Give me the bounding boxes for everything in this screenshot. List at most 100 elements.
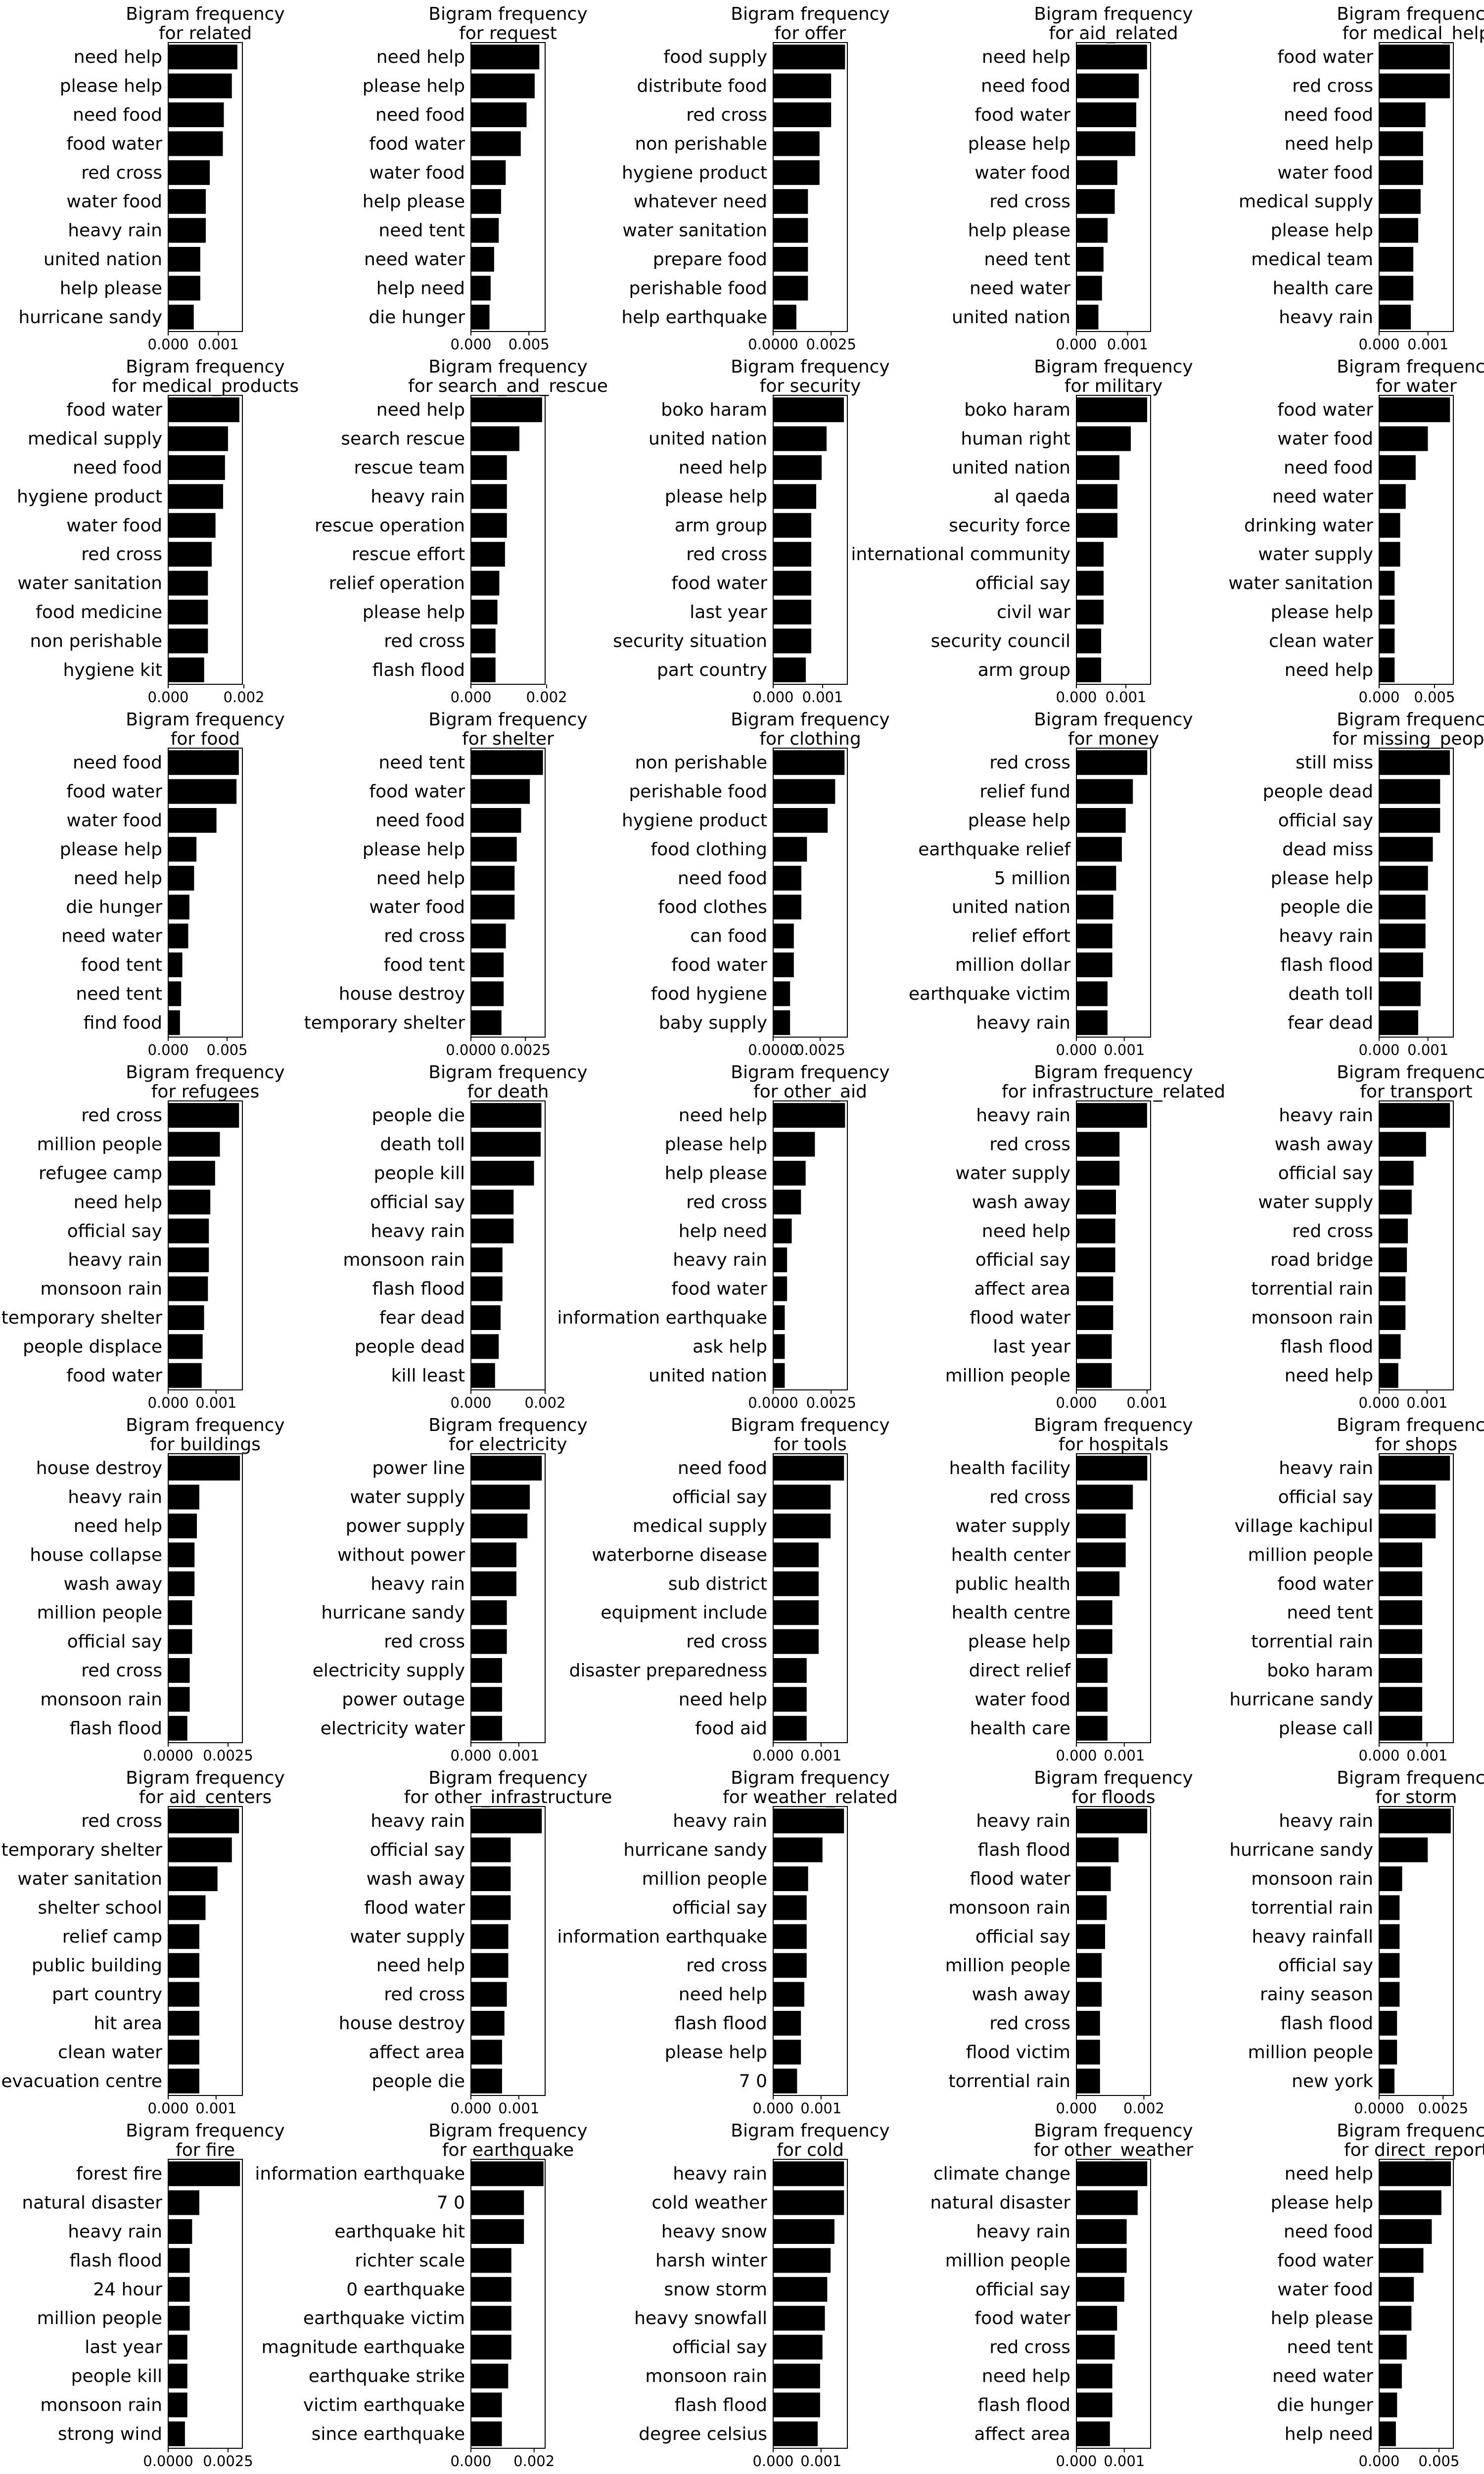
x-tick-label: 0.001	[498, 1747, 539, 1764]
category-label: help please	[60, 278, 162, 298]
category-label: need help	[376, 868, 465, 889]
chart-title-line: for weather_related	[723, 1787, 898, 1808]
chart-title-line: Bigram frequency	[126, 357, 285, 377]
bar	[1076, 2392, 1113, 2418]
category-label: shelter school	[38, 1898, 162, 1918]
bar	[168, 247, 200, 272]
category-label: new york	[1292, 2071, 1373, 2092]
chart-title: Bigram frequency for other_aid	[731, 1062, 890, 1102]
chart-title-line: Bigram frequency	[428, 710, 588, 730]
bar	[1076, 542, 1104, 567]
bar	[1379, 1334, 1401, 1359]
bar	[1379, 2190, 1441, 2215]
category-label: official say	[975, 2280, 1070, 2300]
x-tick-label: 0.000	[1056, 2100, 1097, 2117]
bar	[1379, 808, 1440, 833]
bar	[471, 1715, 502, 1741]
bar	[1076, 1658, 1108, 1683]
category-label: house destroy	[339, 984, 465, 1004]
category-label: earthquake strike	[309, 2366, 465, 2386]
category-label: million people	[945, 1366, 1070, 1386]
bar	[1379, 1629, 1423, 1654]
category-label: without power	[337, 1545, 465, 1565]
chart-title-line: for military	[1065, 376, 1162, 396]
category-label: need help	[679, 458, 767, 478]
x-tick-label: 0.0025	[806, 1394, 856, 1411]
category-label: perishable food	[629, 278, 767, 298]
chart-panel: Bigram frequency for food need food food wa…	[60, 710, 285, 1058]
bar	[1076, 895, 1113, 920]
category-label: need food	[981, 76, 1070, 96]
bar	[168, 808, 217, 833]
axes-frame	[773, 748, 848, 1038]
axes-frame	[1379, 395, 1454, 685]
chart-panel: Bigram frequency for fire forest fire natur…	[22, 2121, 284, 2470]
bar	[168, 1895, 206, 1920]
chart-title: Bigram frequency for buildings	[126, 1415, 285, 1455]
bar	[1379, 1103, 1450, 1128]
bar	[168, 952, 183, 977]
category-label: official say	[672, 2337, 767, 2358]
category-label: whatever need	[634, 191, 767, 212]
chart-panel: Bigram frequency for earthquake informatio…	[255, 2121, 587, 2470]
chart-title-line: for clothing	[759, 729, 861, 749]
bar	[168, 1687, 190, 1712]
category-label: heavy rain	[1279, 1811, 1373, 1831]
bar	[168, 1982, 199, 2007]
category-label: information earthquake	[557, 1308, 767, 1328]
bar	[1379, 2364, 1402, 2388]
bar	[471, 2334, 511, 2360]
chart-title-line: Bigram frequency	[126, 1062, 285, 1083]
chart-title-line: Bigram frequency	[1337, 710, 1484, 730]
bar	[471, 131, 521, 156]
category-label: find food	[84, 1013, 162, 1033]
category-label: 5 million	[994, 868, 1070, 889]
bar	[773, 426, 827, 451]
chart-title-line: Bigram frequency	[1034, 2121, 1193, 2141]
category-label: flash flood	[372, 660, 465, 680]
x-tick-label: 0.000	[1056, 1747, 1097, 1764]
category-label: water food	[66, 810, 162, 831]
chart-title-line: Bigram frequency	[126, 1415, 285, 1435]
bar	[168, 2011, 199, 2036]
category-label: need help	[1285, 2164, 1373, 2184]
category-label: need tent	[76, 984, 162, 1004]
category-label: monsoon rain	[40, 1279, 162, 1299]
chart-title-line: for food	[171, 729, 240, 749]
category-label: united nation	[44, 249, 162, 270]
category-label: food water	[974, 105, 1070, 125]
category-label: people die	[1280, 897, 1373, 917]
x-tick-label: 0.000	[1358, 1042, 1399, 1058]
category-label: million people	[37, 2308, 162, 2329]
chart-title-line: Bigram frequency	[731, 2121, 890, 2141]
bar	[168, 779, 237, 804]
category-label: dead miss	[1282, 839, 1373, 859]
bar	[773, 1600, 819, 1625]
category-label: house collapse	[30, 1545, 162, 1565]
category-label: million people	[1248, 2042, 1373, 2062]
x-tick-label: 0.000	[752, 1747, 793, 1764]
x-tick-label: 0.000	[450, 689, 491, 706]
bar	[1076, 1161, 1120, 1186]
category-label: million people	[1248, 1545, 1373, 1565]
chart-title: Bigram frequency for food	[126, 710, 285, 749]
chart-title: Bigram frequency for medical_help	[1337, 4, 1484, 44]
bar	[1379, 2068, 1395, 2093]
x-tick-label: 0.001	[195, 2100, 236, 2117]
bar	[168, 2248, 190, 2273]
chart-title-line: Bigram frequency	[1337, 4, 1484, 24]
chart-title: Bigram frequency for military	[1034, 357, 1193, 396]
x-tick-label: 0.000	[1358, 1394, 1399, 1411]
bar	[168, 1456, 240, 1481]
bar	[471, 1953, 509, 1978]
chart-title-line: for other_weather	[1034, 2140, 1194, 2160]
bar	[1379, 2219, 1432, 2244]
bar	[471, 1866, 511, 1891]
bar	[773, 247, 808, 272]
chart-title: Bigram frequency for floods	[1034, 1768, 1193, 1808]
bar	[1076, 1837, 1119, 1862]
category-label: medical supply	[28, 429, 162, 449]
chart-title: Bigram frequency for search_and_rescue	[408, 357, 608, 396]
bar	[168, 2421, 185, 2446]
